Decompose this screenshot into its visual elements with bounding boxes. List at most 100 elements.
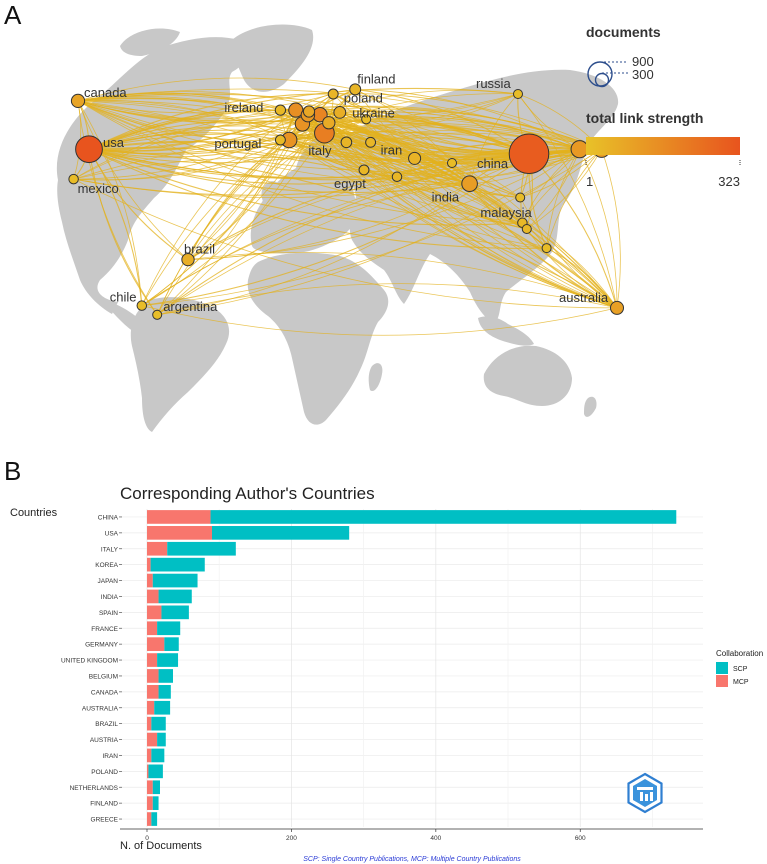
country-node-india bbox=[461, 175, 478, 193]
country-label-mexico: mexico bbox=[78, 181, 119, 196]
bar-scp-spain bbox=[161, 605, 189, 620]
country-node-iran bbox=[408, 151, 422, 165]
chart-caption: SCP: Single Country Publications, MCP: M… bbox=[303, 856, 521, 863]
collaboration-link bbox=[187, 251, 618, 309]
country-label-portugal: portugal bbox=[214, 136, 261, 151]
bar-scp-france bbox=[157, 621, 181, 636]
y-tick-label: ITALY bbox=[101, 546, 119, 553]
collaboration-link bbox=[354, 89, 618, 309]
size-legend-title: documents bbox=[586, 24, 661, 40]
country-node-ukraine bbox=[361, 114, 372, 125]
collaboration-link bbox=[156, 132, 325, 315]
x-axis-title: N. of Documents bbox=[120, 840, 202, 852]
country-label-india: india bbox=[432, 190, 460, 205]
bar-scp-iran bbox=[151, 748, 165, 763]
y-tick-label: AUSTRIA bbox=[90, 737, 119, 744]
bar-scp-italy bbox=[167, 541, 236, 556]
collaboration-link bbox=[414, 148, 580, 165]
country-label-brazil: brazil bbox=[184, 242, 215, 257]
collaboration-link bbox=[363, 169, 618, 309]
collaboration-link bbox=[77, 100, 189, 260]
legend-label-scp: SCP bbox=[733, 666, 748, 673]
y-tick-label: BELGIUM bbox=[89, 673, 118, 680]
country-node-portugal bbox=[274, 134, 286, 146]
country-label-egypt: egypt bbox=[334, 176, 366, 191]
collaboration-link bbox=[88, 149, 158, 316]
country-node-china bbox=[508, 133, 550, 175]
collaboration-link bbox=[77, 100, 415, 161]
collaboration-link bbox=[517, 93, 618, 308]
country-node-korea bbox=[570, 140, 589, 159]
collaboration-link bbox=[77, 100, 158, 316]
country-node-saudi-arabia bbox=[391, 171, 403, 183]
collaboration-link bbox=[141, 148, 602, 306]
bar-mcp-canada bbox=[147, 685, 159, 699]
collaboration-link bbox=[141, 305, 618, 336]
landmass-new-zealand bbox=[584, 396, 597, 417]
collaboration-link bbox=[88, 148, 523, 226]
collaboration-link bbox=[157, 283, 618, 316]
country-node-netherlands bbox=[302, 105, 316, 118]
collaboration-link bbox=[333, 93, 618, 309]
collaboration-link bbox=[73, 139, 290, 181]
panel-label-b: B bbox=[4, 456, 22, 486]
country-nodes bbox=[68, 83, 625, 320]
collaboration-link bbox=[77, 100, 143, 306]
chart-title: Corresponding Author's Countries bbox=[120, 484, 375, 503]
y-tick-label: POLAND bbox=[91, 769, 118, 776]
collaboration-link bbox=[77, 96, 303, 125]
collaboration-link bbox=[333, 93, 602, 150]
landmass-arctic-islands bbox=[120, 28, 180, 56]
bar-scp-australia bbox=[154, 700, 171, 715]
y-tick-label: JAPAN bbox=[98, 578, 119, 585]
collaboration-link bbox=[319, 89, 519, 116]
y-tick-label: FRANCE bbox=[91, 626, 118, 633]
country-node-singapore bbox=[521, 223, 532, 235]
collaboration-link bbox=[579, 149, 618, 308]
bar-scp-austria bbox=[157, 732, 166, 747]
collaboration-link bbox=[528, 153, 618, 309]
bar-mcp-spain bbox=[147, 605, 162, 620]
country-node-brazil bbox=[181, 252, 195, 267]
bar-scp-germany bbox=[164, 637, 179, 651]
y-tick-label: GREECE bbox=[91, 817, 119, 824]
country-label-finland: finland bbox=[357, 71, 395, 86]
country-node-greece bbox=[340, 136, 353, 149]
bar-scp-united-kingdom bbox=[157, 653, 179, 667]
legend-swatch-mcp bbox=[716, 675, 728, 687]
collaboration-link bbox=[469, 183, 547, 249]
corresponding-author-countries-chart: Corresponding Author's Countries Countri… bbox=[10, 484, 763, 863]
collaboration-link bbox=[396, 176, 618, 309]
x-tick-label: 200 bbox=[286, 835, 297, 842]
country-label-ireland: ireland bbox=[224, 100, 263, 115]
panel-label-a: A bbox=[4, 0, 22, 30]
y-tick-label: USA bbox=[105, 530, 119, 537]
bar-mcp-united-kingdom bbox=[147, 653, 158, 667]
country-node-thailand bbox=[515, 192, 526, 203]
country-node-pakistan bbox=[446, 157, 458, 169]
y-tick-label: UNITED KINGDOM bbox=[61, 658, 118, 665]
collaboration-link bbox=[355, 89, 602, 150]
country-label-italy: italy bbox=[308, 143, 332, 158]
country-node-argentina bbox=[152, 309, 163, 320]
bar-scp-netherlands bbox=[152, 780, 160, 795]
chart-gridlines bbox=[120, 509, 703, 827]
collaboration-link bbox=[520, 148, 602, 198]
country-node-canada bbox=[70, 93, 86, 109]
x-tick-label: 600 bbox=[575, 835, 586, 842]
collaboration-link bbox=[522, 148, 580, 223]
y-tick-label: KOREA bbox=[95, 562, 118, 569]
collaboration-link bbox=[519, 197, 618, 309]
collaboration-link bbox=[289, 139, 618, 309]
country-label-argentina: argentina bbox=[163, 299, 218, 314]
country-label-malaysia: malaysia bbox=[480, 205, 532, 220]
bar-mcp-india bbox=[147, 589, 159, 604]
bar-scp-china bbox=[210, 510, 677, 524]
country-node-ireland bbox=[274, 104, 287, 116]
x-axis: 0 200 400 600 bbox=[120, 828, 703, 842]
country-labels: usa canada mexico brazil chile argentina irela… bbox=[78, 71, 609, 313]
country-node-sweden bbox=[327, 88, 339, 100]
country-node-turkey bbox=[365, 136, 377, 148]
bar-mcp-brazil bbox=[147, 716, 152, 731]
collaboration-link bbox=[522, 222, 618, 309]
